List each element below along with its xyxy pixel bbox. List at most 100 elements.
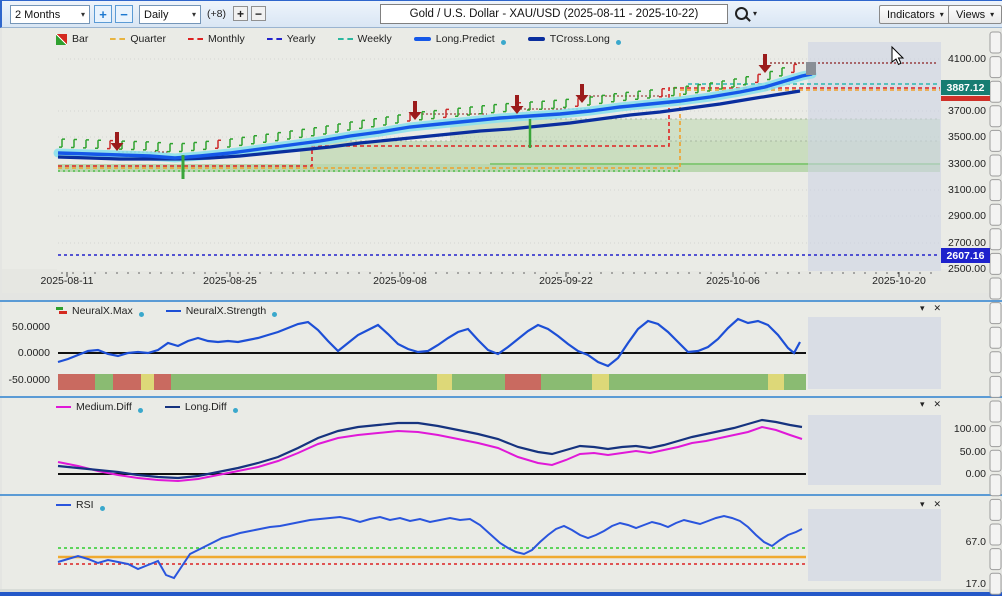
diff-legend: Medium.Diff Long.Diff — [56, 400, 238, 414]
legend-label: NeuralX.Max — [72, 305, 133, 317]
axis-tick-label: 4100.00 — [948, 53, 986, 65]
bars-minus-button[interactable]: − — [251, 6, 266, 21]
views-button[interactable]: Views ▾ — [948, 5, 1002, 24]
search-icon — [735, 7, 748, 20]
legend-dot-icon — [272, 311, 278, 317]
legend-label: Quarter — [130, 33, 166, 45]
date-tick-label: 2025-10-20 — [872, 275, 926, 287]
views-label: Views — [956, 8, 986, 21]
close-panel-icon[interactable]: ✕ — [933, 303, 942, 313]
minibar-series-icon — [56, 306, 67, 316]
series-swatch — [337, 38, 353, 40]
rsi-legend: RSI — [56, 498, 105, 512]
bar-series-icon — [56, 33, 67, 45]
legend-item[interactable]: Bar — [56, 33, 88, 45]
series-swatch — [164, 406, 180, 408]
panel-separator[interactable] — [0, 396, 1002, 398]
legend-label: Weekly — [357, 33, 392, 45]
window-bottom-border — [0, 592, 1002, 596]
axis-tick-label: 3100.00 — [948, 184, 986, 196]
series-swatch — [56, 406, 71, 408]
toolbar: 2 Months ▾ + − Daily ▾ (+8) + − Gold / U… — [0, 1, 1002, 28]
legend-item[interactable]: RSI — [56, 499, 105, 511]
axis-tick-label: 2700.00 — [948, 237, 986, 249]
chevron-down-icon: ▾ — [191, 10, 196, 19]
chevron-down-icon: ▾ — [80, 10, 85, 19]
window-bottom-strip — [0, 589, 1002, 592]
rsi-panel — [2, 496, 1000, 589]
legend-item[interactable]: Weekly — [337, 33, 392, 45]
close-panel-icon[interactable]: ✕ — [933, 399, 942, 409]
current-price-badge: 3887.12 — [941, 80, 990, 95]
legend-label: RSI — [76, 499, 94, 511]
panel-separator[interactable] — [0, 494, 1002, 496]
panel-separator[interactable] — [0, 300, 1002, 302]
legend-label: Monthly — [207, 33, 245, 45]
series-swatch — [110, 38, 126, 40]
series-swatch — [187, 38, 203, 40]
indicators-label: Indicators — [887, 8, 935, 21]
date-tick-label: 2025-09-08 — [373, 275, 427, 287]
interval-value: Daily — [144, 8, 169, 21]
axis-tick-label: -50.0000 — [8, 374, 50, 386]
legend-label: Yearly — [286, 33, 316, 45]
axis-tick-label: 3500.00 — [948, 131, 986, 143]
collapse-panel-icon[interactable]: ▾ — [920, 499, 925, 509]
legend-label: Long.Diff — [184, 401, 227, 413]
symbol-title-box[interactable]: Gold / U.S. Dollar - XAU/USD (2025-08-11… — [380, 4, 728, 24]
axis-tick-label: 2900.00 — [948, 210, 986, 222]
legend-item[interactable]: Quarter — [110, 33, 166, 45]
monthly-level-marker — [941, 96, 990, 101]
chevron-down-icon: ▾ — [939, 10, 944, 19]
legend-dot-icon — [99, 505, 105, 511]
rsi-panel-controls: ▾ ✕ — [920, 499, 941, 510]
range-zoom-in-button[interactable]: + — [94, 5, 112, 23]
legend-item[interactable]: Monthly — [187, 33, 245, 45]
legend-item[interactable]: Long.Diff — [164, 401, 238, 413]
legend-label: Long.Predict — [435, 33, 495, 45]
legend-dot-icon — [137, 407, 143, 413]
series-swatch — [266, 38, 282, 40]
date-tick-label: 2025-08-11 — [40, 275, 94, 287]
legend-item[interactable]: Long.Predict — [413, 33, 506, 45]
legend-label: NeuralX.Strength — [185, 305, 267, 317]
bar-offset-label: (+8) — [207, 8, 226, 20]
neuralx-panel-controls: ▾ ✕ — [920, 303, 941, 314]
indicators-button[interactable]: Indicators ▾ — [879, 5, 952, 24]
collapse-panel-icon[interactable]: ▾ — [920, 303, 925, 313]
close-panel-icon[interactable]: ✕ — [933, 499, 942, 509]
collapse-panel-icon[interactable]: ▾ — [920, 399, 925, 409]
series-swatch — [413, 37, 431, 41]
legend-dot-icon — [138, 311, 144, 317]
legend-label: Medium.Diff — [76, 401, 132, 413]
legend-item[interactable]: NeuralX.Strength — [165, 305, 278, 317]
legend-item[interactable]: NeuralX.Max — [56, 305, 144, 317]
interval-dropdown[interactable]: Daily ▾ — [139, 5, 201, 24]
legend-dot-icon — [500, 39, 506, 45]
legend-item[interactable]: Yearly — [266, 33, 316, 45]
axis-tick-label: 17.0 — [965, 578, 986, 590]
neuralx-legend: NeuralX.Max NeuralX.Strength — [56, 304, 278, 318]
legend-item[interactable]: TCross.Long — [527, 33, 621, 45]
series-swatch — [56, 504, 71, 506]
legend-item[interactable]: Medium.Diff — [56, 401, 143, 413]
range-zoom-out-button[interactable]: − — [115, 5, 133, 23]
legend-dot-icon — [232, 407, 238, 413]
yearly-level-badge: 2607.16 — [941, 248, 990, 263]
axis-tick-label: 3300.00 — [948, 158, 986, 170]
diff-panel-controls: ▾ ✕ — [920, 399, 941, 410]
axis-tick-label: 50.00 — [959, 446, 986, 458]
axis-tick-label: 0.0000 — [17, 347, 50, 359]
axis-tick-label: 100.00 — [953, 423, 986, 435]
main-chart-legend: Bar Quarter Monthly Yearly Weekly Long.Predic… — [56, 32, 621, 46]
chevron-down-icon: ▾ — [753, 9, 758, 18]
series-swatch — [165, 310, 181, 312]
date-tick-label: 2025-08-25 — [203, 275, 257, 287]
search-control[interactable]: ▾ — [735, 7, 757, 20]
date-axis — [2, 269, 1000, 293]
main-chart-panel — [2, 28, 1000, 269]
bars-plus-button[interactable]: + — [233, 6, 248, 21]
axis-tick-label: 3700.00 — [948, 105, 986, 117]
range-dropdown[interactable]: 2 Months ▾ — [10, 5, 90, 24]
